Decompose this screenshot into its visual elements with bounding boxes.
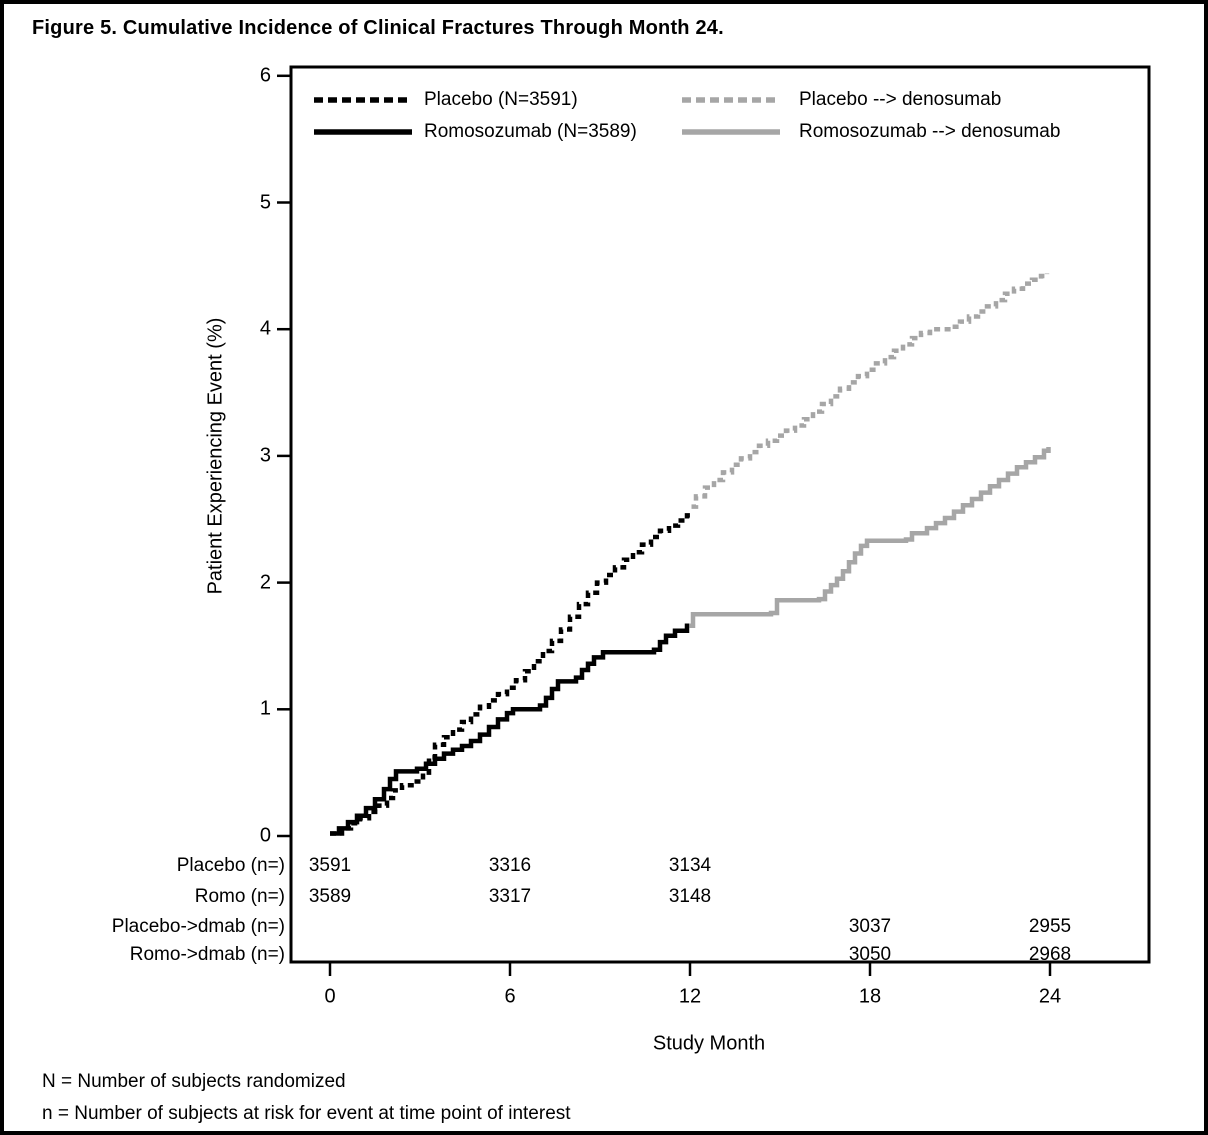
plot-frame <box>289 65 1151 964</box>
at-risk-value: 2955 <box>1028 916 1072 937</box>
footnote-n-definition: n = Number of subjects at risk for event… <box>42 1103 571 1124</box>
figure-title: Figure 5. Cumulative Incidence of Clinic… <box>32 17 724 39</box>
legend-label-placebo: Placebo (N=3591) <box>424 89 578 110</box>
y-tick-label: 0 <box>259 824 271 847</box>
at-risk-value: 3589 <box>308 886 352 907</box>
curve-placebo-denosumab <box>691 273 1050 509</box>
x-axis-label: Study Month <box>652 1032 766 1055</box>
x-tick-label: 12 <box>678 985 702 1008</box>
x-tick-label: 6 <box>504 985 516 1008</box>
x-tick-label: 0 <box>324 985 336 1008</box>
curve-romosozumab <box>330 623 690 836</box>
y-tick-label: 3 <box>259 444 271 467</box>
y-tick-label: 2 <box>259 571 271 594</box>
y-tick-label: 4 <box>259 317 271 340</box>
legend-label-romosozumab: Romosozumab (N=3589) <box>424 121 637 142</box>
y-axis-label: Patient Experiencing Event (%) <box>204 317 227 595</box>
chart-canvas <box>277 65 1151 976</box>
at-risk-value: 3591 <box>308 855 352 876</box>
at-risk-value: 3037 <box>848 916 892 937</box>
at-risk-row-label: Placebo (n=) <box>176 855 285 876</box>
at-risk-row-label: Placebo->dmab (n=) <box>111 916 285 937</box>
y-tick-label: 6 <box>259 64 271 87</box>
at-risk-value: 3050 <box>848 944 892 965</box>
x-tick-label: 18 <box>858 985 882 1008</box>
y-tick-label: 5 <box>259 191 271 213</box>
at-risk-row-label: Romo->dmab (n=) <box>129 944 285 965</box>
legend-label-romosozumab-denosumab: Romosozumab --> denosumab <box>799 121 1061 142</box>
at-risk-value: 3134 <box>668 855 712 876</box>
at-risk-value: 3148 <box>668 886 712 907</box>
curve-placebo <box>330 512 693 836</box>
at-risk-row-label: Romo (n=) <box>194 886 285 907</box>
footnote-N-definition: N = Number of subjects randomized <box>42 1071 346 1092</box>
at-risk-value: 2968 <box>1028 944 1072 965</box>
at-risk-value: 3316 <box>488 855 532 876</box>
legend-label-placebo-denosumab: Placebo --> denosumab <box>799 89 1002 110</box>
curve-romosozumab-denosumab <box>689 447 1051 628</box>
x-tick-label: 24 <box>1038 985 1062 1008</box>
at-risk-value: 3317 <box>488 886 532 907</box>
y-tick-label: 1 <box>259 697 271 720</box>
